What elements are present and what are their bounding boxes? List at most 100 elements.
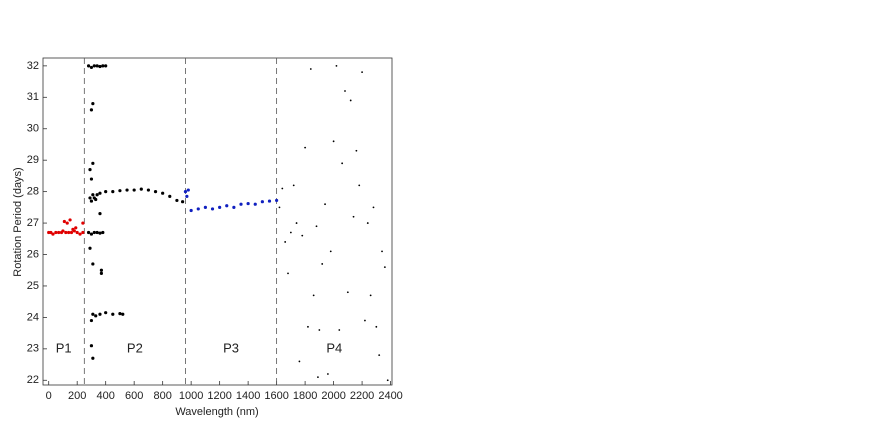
region-label: P3 bbox=[223, 340, 239, 355]
data-point bbox=[118, 189, 122, 193]
data-point bbox=[301, 234, 304, 237]
x-tick-label: 1200 bbox=[207, 390, 231, 402]
data-point bbox=[91, 193, 95, 197]
data-point bbox=[253, 202, 257, 206]
data-point bbox=[386, 379, 389, 382]
data-point bbox=[95, 193, 99, 197]
data-point bbox=[86, 230, 91, 235]
data-point bbox=[349, 99, 352, 102]
data-point bbox=[88, 168, 92, 172]
data-point bbox=[352, 215, 355, 218]
y-tick-label: 28 bbox=[27, 186, 39, 198]
data-point bbox=[161, 191, 165, 195]
data-point bbox=[89, 318, 94, 323]
region-label: P1 bbox=[56, 340, 72, 355]
data-point bbox=[341, 162, 344, 165]
data-point bbox=[304, 146, 307, 149]
data-point bbox=[298, 360, 301, 363]
data-point bbox=[375, 325, 378, 328]
data-point bbox=[95, 230, 99, 235]
data-point bbox=[346, 291, 349, 294]
data-point bbox=[111, 190, 115, 194]
data-point bbox=[91, 101, 95, 106]
data-point bbox=[132, 188, 136, 192]
data-point bbox=[181, 200, 185, 204]
x-tick-label: 1400 bbox=[236, 390, 260, 402]
data-point bbox=[88, 246, 92, 250]
data-point bbox=[74, 226, 78, 230]
data-point bbox=[51, 232, 55, 236]
data-point bbox=[315, 225, 318, 228]
data-point bbox=[104, 64, 108, 68]
data-point bbox=[91, 161, 95, 165]
data-point bbox=[321, 263, 324, 265]
data-point bbox=[104, 190, 108, 194]
data-point bbox=[344, 90, 346, 92]
data-point bbox=[292, 184, 295, 187]
x-tick-label: 200 bbox=[68, 390, 86, 402]
data-point bbox=[239, 202, 243, 206]
data-point bbox=[146, 188, 151, 192]
data-point bbox=[95, 64, 99, 68]
data-point bbox=[312, 294, 315, 297]
data-point bbox=[89, 199, 94, 203]
data-point bbox=[383, 266, 386, 268]
data-point bbox=[175, 198, 179, 203]
data-point bbox=[92, 64, 96, 68]
data-point bbox=[101, 64, 105, 68]
x-tick-label: 1800 bbox=[293, 390, 317, 402]
data-point bbox=[275, 198, 279, 203]
data-point bbox=[246, 201, 250, 206]
data-point bbox=[153, 190, 158, 194]
region-label: P4 bbox=[326, 340, 342, 355]
data-point bbox=[98, 212, 102, 216]
x-tick-label: 2400 bbox=[378, 390, 402, 402]
x-tick-label: 400 bbox=[96, 390, 114, 402]
data-point bbox=[318, 329, 321, 331]
data-point bbox=[121, 312, 125, 316]
y-tick-label: 31 bbox=[27, 91, 39, 103]
data-point bbox=[260, 200, 264, 204]
y-tick-label: 25 bbox=[27, 280, 39, 292]
data-point bbox=[284, 241, 287, 243]
x-tick-label: 1600 bbox=[264, 390, 288, 402]
data-point bbox=[335, 64, 338, 67]
y-axis-label: Rotation Period (days) bbox=[12, 167, 24, 276]
data-point bbox=[86, 64, 91, 68]
data-point bbox=[81, 221, 85, 225]
data-point bbox=[372, 206, 375, 209]
data-point bbox=[232, 205, 236, 209]
data-point bbox=[125, 188, 129, 192]
data-point bbox=[68, 218, 72, 222]
x-tick-label: 600 bbox=[125, 390, 143, 402]
data-point bbox=[78, 232, 82, 236]
data-point bbox=[324, 203, 326, 206]
data-point bbox=[295, 222, 298, 224]
data-point bbox=[92, 230, 96, 235]
data-point bbox=[54, 230, 58, 235]
data-point bbox=[101, 230, 105, 235]
y-tick-label: 22 bbox=[27, 374, 39, 386]
data-point bbox=[75, 230, 79, 235]
data-point bbox=[338, 329, 341, 331]
data-point bbox=[210, 207, 215, 211]
data-point bbox=[317, 376, 319, 379]
data-point bbox=[358, 184, 361, 187]
y-tick-label: 26 bbox=[27, 248, 39, 260]
data-point bbox=[189, 208, 193, 213]
data-point bbox=[281, 187, 284, 190]
data-point bbox=[307, 325, 309, 328]
data-point bbox=[69, 230, 74, 235]
data-point bbox=[98, 312, 102, 316]
data-point bbox=[98, 64, 102, 69]
x-tick-label: 800 bbox=[153, 390, 171, 402]
data-point bbox=[369, 294, 372, 297]
data-point bbox=[329, 250, 332, 253]
data-point bbox=[139, 187, 143, 191]
data-point bbox=[203, 205, 207, 209]
data-point bbox=[118, 312, 122, 316]
data-point bbox=[98, 231, 102, 235]
region-label: P2 bbox=[127, 340, 143, 355]
data-point bbox=[218, 205, 222, 209]
